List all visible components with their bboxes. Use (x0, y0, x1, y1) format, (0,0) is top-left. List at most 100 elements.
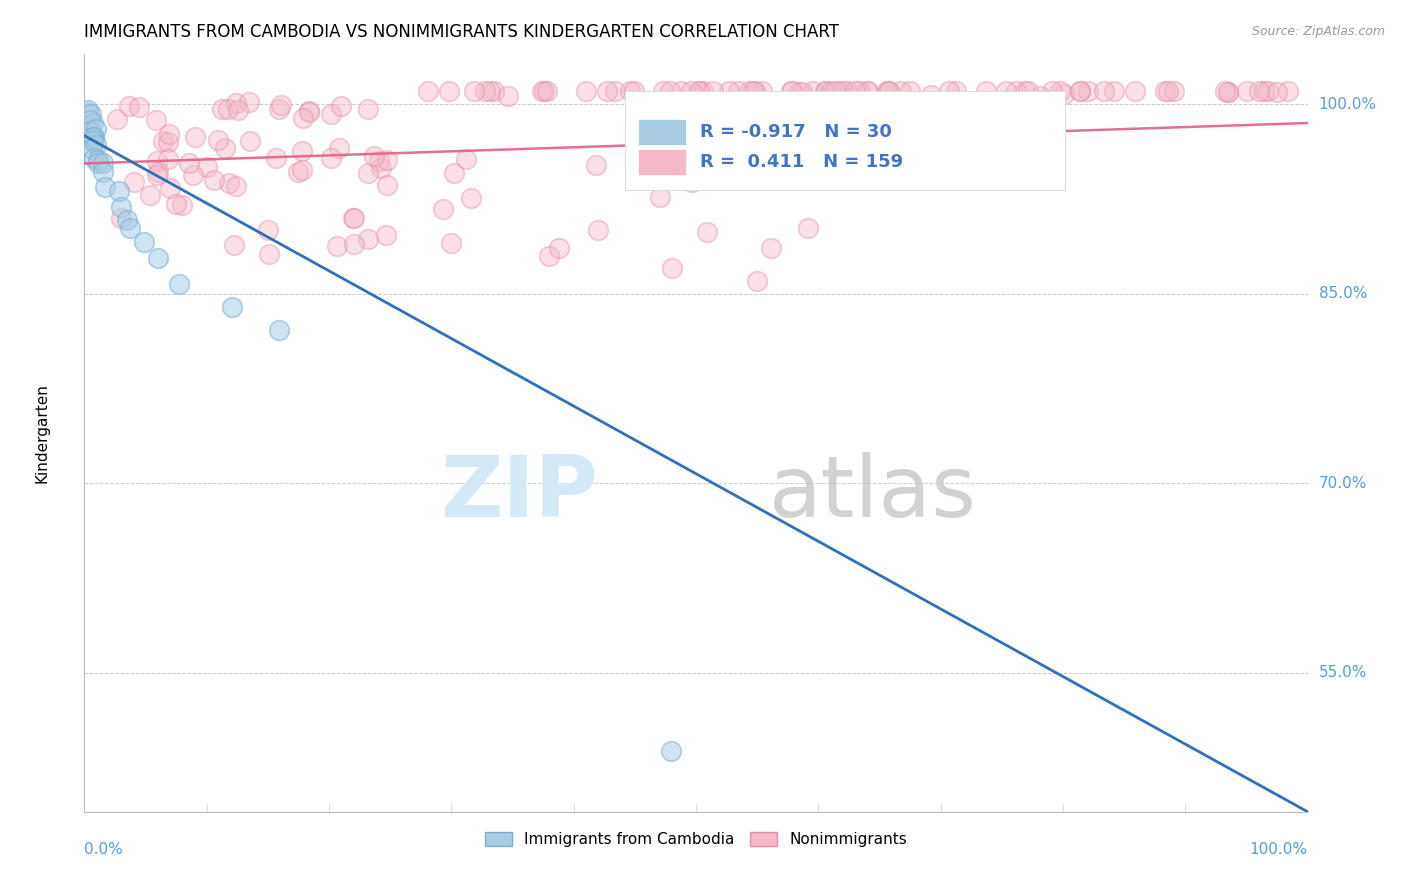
Point (138, 187, 160, 202)
Point (84, 121, 107, 136)
Point (792, 85, 814, 99)
Point (93, 156, 115, 170)
Point (945, 84, 967, 98)
FancyBboxPatch shape (638, 119, 686, 145)
Point (84, 137, 107, 152)
Point (482, 84, 505, 98)
Point (202, 173, 225, 187)
Point (416, 84, 439, 98)
Text: 55.0%: 55.0% (1319, 665, 1367, 681)
Point (443, 166, 465, 180)
Text: 100.0%: 100.0% (1319, 96, 1376, 112)
Point (375, 153, 398, 168)
Point (801, 84, 824, 98)
Point (890, 84, 912, 98)
Point (531, 84, 554, 98)
Point (1216, 85, 1239, 99)
Point (652, 84, 675, 98)
Point (321, 107, 343, 121)
Point (702, 84, 724, 98)
Point (688, 84, 710, 98)
Point (165, 196, 187, 211)
Point (110, 200, 132, 214)
Point (876, 84, 898, 98)
FancyBboxPatch shape (638, 149, 686, 175)
Point (1153, 84, 1175, 98)
Point (152, 134, 174, 148)
Point (1253, 84, 1275, 98)
Point (118, 221, 141, 235)
Point (603, 84, 626, 98)
Point (681, 175, 703, 189)
Point (225, 96, 247, 111)
Point (751, 84, 773, 98)
Point (1249, 84, 1271, 98)
Point (692, 84, 714, 98)
Point (536, 84, 558, 98)
Point (1069, 84, 1091, 98)
Point (239, 134, 262, 148)
Point (118, 99, 141, 113)
Point (688, 84, 710, 98)
Point (75, 126, 97, 140)
Point (738, 84, 761, 98)
Point (1277, 84, 1299, 98)
Point (619, 84, 641, 98)
Point (1236, 84, 1258, 98)
Point (1092, 84, 1115, 98)
Point (270, 98, 292, 112)
Point (1014, 84, 1036, 98)
Point (157, 152, 180, 166)
Point (669, 84, 692, 98)
Point (659, 744, 682, 758)
Point (761, 241, 783, 255)
Point (547, 241, 569, 255)
Text: 85.0%: 85.0% (1319, 286, 1367, 301)
Point (222, 238, 245, 252)
Point (217, 102, 239, 116)
Point (440, 236, 463, 251)
Point (898, 84, 921, 98)
Text: IMMIGRANTS FROM CAMBODIA VS NONIMMIGRANTS KINDERGARTEN CORRELATION CHART: IMMIGRANTS FROM CAMBODIA VS NONIMMIGRANT… (84, 23, 839, 41)
Point (454, 152, 477, 166)
Point (159, 181, 181, 195)
Point (122, 175, 145, 189)
Point (343, 211, 366, 226)
Point (79, 112, 101, 127)
Point (681, 84, 703, 98)
Point (80, 134, 103, 148)
Point (83, 132, 105, 146)
Point (460, 191, 482, 205)
Point (94, 179, 117, 194)
Point (787, 85, 810, 99)
Point (588, 223, 610, 237)
Point (267, 323, 290, 337)
Point (82, 134, 104, 148)
Point (91, 165, 114, 179)
Point (820, 84, 842, 98)
Point (876, 84, 898, 98)
Point (1257, 84, 1279, 98)
Point (342, 211, 364, 225)
Point (87, 155, 110, 169)
Text: 0.0%: 0.0% (84, 842, 124, 857)
Point (828, 84, 851, 98)
Point (357, 232, 380, 246)
Point (837, 84, 859, 98)
Point (479, 84, 502, 98)
Point (1163, 84, 1185, 98)
Point (648, 190, 671, 204)
Point (343, 237, 366, 252)
Point (298, 104, 321, 119)
Point (321, 151, 343, 165)
Text: ZIP: ZIP (440, 451, 598, 535)
Point (858, 84, 880, 98)
Point (211, 102, 233, 116)
Point (146, 153, 169, 168)
Point (575, 84, 598, 98)
Point (877, 84, 900, 98)
Point (146, 252, 169, 266)
Point (1005, 84, 1028, 98)
Point (169, 277, 191, 292)
Point (183, 130, 205, 145)
